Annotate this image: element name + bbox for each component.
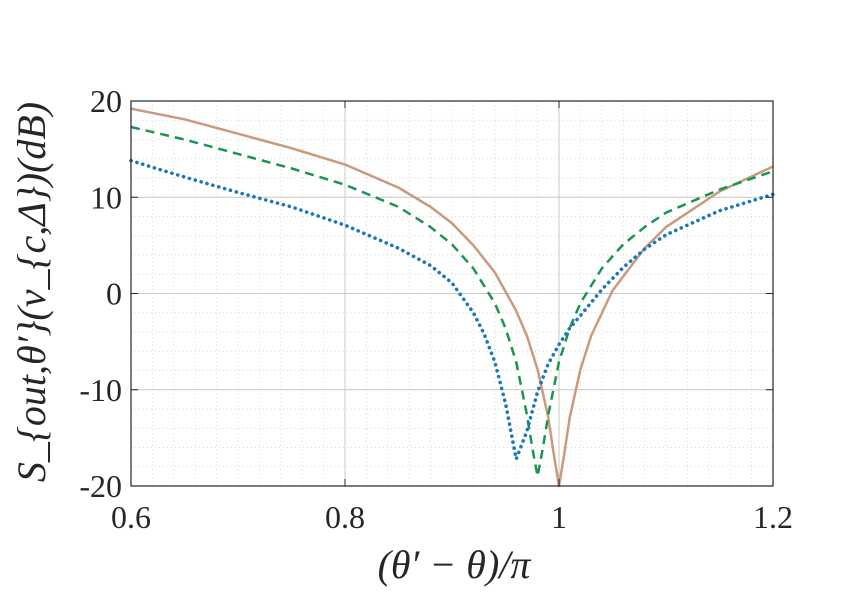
x-tick-label: 1 (551, 499, 567, 535)
series-line-2 (130, 125, 774, 478)
y-tick-label: 20 (90, 83, 122, 119)
x-tick-label: 1.2 (753, 499, 793, 535)
series-line-3 (129, 158, 775, 461)
tick-labels: 0.6 0.8 1 1.2 20 10 0 -10 -20 (79, 83, 793, 535)
x-tick-label: 0.6 (111, 499, 151, 535)
series-line-1 (130, 107, 774, 488)
y-axis-label: S_{out,θ′}(ν_{c,Δ})(dB) (9, 102, 54, 482)
y-tick-label: 10 (90, 179, 122, 215)
x-axis-label: (θ′ − θ)/π (378, 542, 532, 587)
series-layer (129, 107, 775, 488)
y-tick-label: -20 (79, 468, 122, 504)
ticks (130, 100, 774, 487)
y-tick-label: -10 (79, 372, 122, 408)
x-tick-label: 0.8 (325, 499, 365, 535)
y-tick-label: 0 (106, 276, 122, 312)
